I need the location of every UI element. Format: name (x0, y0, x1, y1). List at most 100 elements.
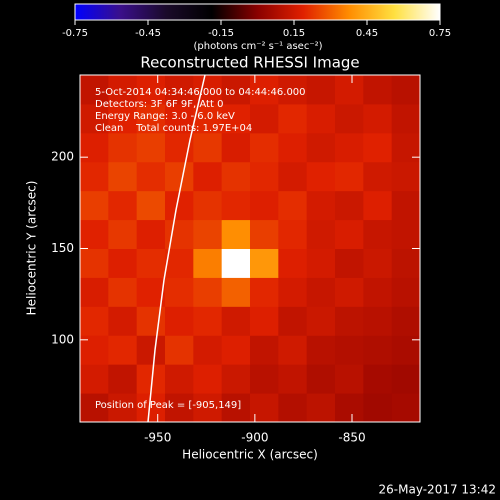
heatmap-cell (363, 132, 393, 163)
heatmap-cell (391, 190, 421, 221)
heatmap-cell (165, 75, 194, 105)
heatmap-cell (278, 75, 308, 105)
heatmap-cell (250, 219, 279, 249)
heatmap-cell (108, 219, 138, 249)
x-tick-label: -900 (241, 431, 268, 445)
heatmap-cell (335, 248, 364, 278)
x-tick-label: -950 (144, 431, 171, 445)
heatmap-cell (193, 161, 223, 192)
heatmap-cell (391, 277, 421, 307)
heatmap-cell (193, 75, 223, 105)
y-tick-label: 100 (51, 332, 74, 346)
heatmap-cell (363, 277, 393, 307)
heatmap-cell (108, 103, 138, 134)
heatmap-cell (363, 219, 393, 249)
heatmap-cell (108, 393, 138, 423)
heatmap-cell (391, 75, 421, 105)
heatmap-cell (278, 335, 308, 365)
heatmap-cell (221, 75, 251, 105)
heatmap-cell (278, 132, 308, 163)
heatmap-cell (165, 364, 194, 394)
heatmap-cell (250, 277, 279, 307)
heatmap-cell (193, 364, 223, 394)
heatmap-cell (250, 190, 279, 221)
heatmap-cell (193, 248, 223, 278)
colorbar (74, 3, 441, 21)
y-tick-label: 200 (51, 150, 74, 164)
y-axis-label: Heliocentric Y (arcsec) (25, 181, 39, 316)
heatmap-cell (136, 190, 166, 221)
heatmap-cell (391, 103, 421, 134)
heatmap-cell (136, 306, 166, 336)
heatmap-cell (391, 219, 421, 249)
colorbar-tick-label: 0.15 (283, 28, 305, 39)
heatmap-cell (250, 306, 279, 336)
colorbar-tick-label: -0.75 (62, 28, 88, 39)
heatmap-cell (306, 103, 336, 134)
annotation: Clean Total counts: 1.97E+04 (95, 123, 252, 134)
heatmap-cell (391, 364, 421, 394)
heatmap-cell (250, 103, 279, 134)
colorbar-label: (photons cm⁻² s⁻¹ asec⁻²) (193, 41, 322, 52)
heatmap-cell (108, 277, 138, 307)
heatmap-cell (250, 161, 279, 192)
heatmap-cell (80, 219, 109, 249)
heatmap-cell (193, 393, 223, 423)
heatmap-cell (278, 306, 308, 336)
heatmap-cell (278, 161, 308, 192)
heatmap (80, 75, 421, 423)
timestamp: 26-May-2017 13:42 (379, 483, 496, 497)
heatmap-cell (363, 335, 393, 365)
heatmap-cell (193, 277, 223, 307)
heatmap-cell (278, 248, 308, 278)
heatmap-cell (250, 132, 279, 163)
heatmap-cell (250, 393, 279, 423)
heatmap-cell (193, 103, 223, 134)
colorbar-tick-label: 0.75 (429, 28, 451, 39)
heatmap-cell (306, 335, 336, 365)
heatmap-cell (335, 335, 364, 365)
heatmap-cell (80, 190, 109, 221)
heatmap-cell (108, 335, 138, 365)
heatmap-cell (391, 132, 421, 163)
heatmap-cell (193, 219, 223, 249)
colorbar-tick-label: -0.45 (135, 28, 161, 39)
heatmap-cell (306, 393, 336, 423)
y-tick-label: 150 (51, 241, 74, 255)
heatmap-cell (250, 248, 279, 278)
colorbar-tick-label: -0.15 (208, 28, 234, 39)
heatmap-cell (278, 393, 308, 423)
heatmap-cell (335, 190, 364, 221)
heatmap-cell (108, 306, 138, 336)
heatmap-cell (278, 190, 308, 221)
heatmap-cell (136, 161, 166, 192)
heatmap-cell (391, 161, 421, 192)
annotation: Energy Range: 3.0 - 6.0 keV (95, 111, 235, 122)
heatmap-cell (80, 277, 109, 307)
heatmap-cell (250, 335, 279, 365)
heatmap-cell (80, 393, 109, 423)
heatmap-cell (80, 75, 109, 105)
heatmap-cell (193, 335, 223, 365)
heatmap-cell (165, 393, 194, 423)
heatmap-cell (221, 161, 251, 192)
heatmap-cell (306, 75, 336, 105)
heatmap-cell (335, 277, 364, 307)
heatmap-cell (363, 306, 393, 336)
heatmap-cell (335, 161, 364, 192)
heatmap-cell (136, 248, 166, 278)
heatmap-cell (335, 132, 364, 163)
heatmap-cell (80, 103, 109, 134)
heatmap-cell (80, 161, 109, 192)
heatmap-cell (250, 364, 279, 394)
heatmap-cell (193, 132, 223, 163)
heatmap-cell (306, 190, 336, 221)
heatmap-cell (363, 161, 393, 192)
heatmap-cell (335, 75, 364, 105)
heatmap-cell (80, 132, 109, 163)
heatmap-cell (108, 190, 138, 221)
x-axis-label: Heliocentric X (arcsec) (182, 448, 318, 462)
heatmap-cell (306, 364, 336, 394)
